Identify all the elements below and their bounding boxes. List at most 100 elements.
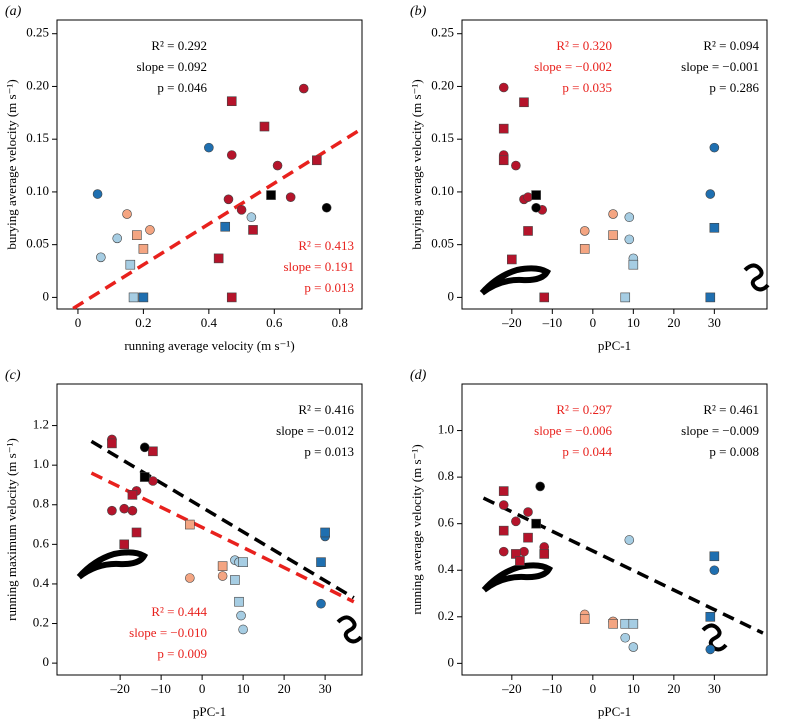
x-tick-label: 0 bbox=[590, 315, 597, 330]
x-axis-label: pPC-1 bbox=[598, 338, 631, 353]
point bbox=[139, 472, 150, 482]
point bbox=[321, 202, 332, 213]
y-tick-label: 0.2 bbox=[33, 615, 49, 630]
x-tick-label: –20 bbox=[501, 315, 522, 330]
point bbox=[705, 292, 716, 303]
point bbox=[511, 160, 521, 171]
plot-frame bbox=[461, 19, 768, 310]
point bbox=[112, 233, 123, 244]
stat-annotation: p = 0.013 bbox=[304, 280, 354, 295]
stat-annotation: R² = 0.297 bbox=[556, 402, 612, 417]
point bbox=[272, 160, 283, 171]
y-tick-label: 0.6 bbox=[438, 515, 455, 530]
point bbox=[127, 505, 138, 516]
y-tick-label: 0 bbox=[43, 288, 50, 303]
point bbox=[119, 503, 130, 514]
point bbox=[92, 189, 103, 199]
stat-annotation: R² = 0.416 bbox=[298, 402, 354, 417]
point bbox=[519, 97, 529, 108]
point bbox=[185, 573, 195, 583]
stat-annotation: R² = 0.444 bbox=[151, 604, 207, 619]
x-tick-label: 0 bbox=[590, 681, 597, 696]
point bbox=[138, 244, 149, 254]
x-tick-label: 20 bbox=[278, 681, 291, 696]
point bbox=[226, 150, 237, 160]
y-axis-label: burying average velocity (m s⁻¹) bbox=[409, 79, 424, 249]
point bbox=[608, 209, 618, 219]
point bbox=[498, 500, 509, 510]
point bbox=[531, 190, 541, 200]
point bbox=[620, 632, 631, 643]
point bbox=[132, 230, 142, 240]
stat-annotation: R² = 0.320 bbox=[556, 38, 612, 53]
point bbox=[316, 557, 326, 567]
x-tick-label: –20 bbox=[109, 681, 130, 696]
y-tick-label: 1.0 bbox=[438, 422, 454, 437]
plot-area bbox=[90, 434, 355, 635]
point bbox=[127, 490, 138, 500]
y-tick-label: 0.4 bbox=[438, 561, 455, 576]
point bbox=[128, 292, 139, 303]
point bbox=[519, 546, 529, 557]
point bbox=[213, 253, 224, 264]
y-axis-label: burying average velocity (m s⁻¹) bbox=[4, 79, 19, 249]
panel-label: (a) bbox=[5, 4, 22, 19]
point bbox=[705, 644, 716, 655]
point bbox=[238, 624, 248, 635]
plot-frame bbox=[56, 383, 363, 676]
y-tick-label: 0 bbox=[448, 654, 455, 669]
point bbox=[148, 446, 158, 457]
point bbox=[579, 226, 590, 236]
x-tick-label: –10 bbox=[542, 681, 563, 696]
stat-annotation: R² = 0.292 bbox=[151, 38, 207, 53]
point bbox=[220, 221, 231, 232]
x-tick-label: 20 bbox=[667, 681, 680, 696]
stat-annotation: p = 0.286 bbox=[709, 80, 759, 95]
point bbox=[204, 142, 214, 153]
panel-label: (b) bbox=[410, 4, 427, 19]
x-tick-label: 10 bbox=[627, 315, 640, 330]
point bbox=[266, 190, 276, 200]
y-tick-label: 0.8 bbox=[33, 496, 49, 511]
point bbox=[511, 516, 521, 527]
point bbox=[119, 539, 130, 550]
point bbox=[523, 192, 533, 202]
x-tick-label: 0.6 bbox=[266, 315, 283, 330]
point bbox=[498, 123, 509, 134]
point bbox=[148, 476, 158, 486]
point bbox=[628, 618, 639, 629]
point bbox=[709, 565, 720, 576]
point bbox=[531, 518, 541, 529]
point bbox=[515, 556, 525, 566]
y-tick-label: 0.10 bbox=[26, 183, 49, 198]
y-tick-label: 0.25 bbox=[431, 25, 454, 40]
point bbox=[628, 642, 639, 652]
y-tick-label: 1.0 bbox=[33, 456, 49, 471]
point bbox=[535, 481, 545, 492]
point bbox=[624, 234, 635, 245]
stat-annotation: R² = 0.413 bbox=[298, 238, 354, 253]
x-axis-label: running average velocity (m s⁻¹) bbox=[124, 338, 294, 353]
x-axis-label: pPC-1 bbox=[193, 704, 226, 719]
point bbox=[523, 507, 533, 517]
x-tick-label: 0 bbox=[199, 681, 206, 696]
stat-annotation: p = 0.035 bbox=[562, 80, 612, 95]
y-tick-label: 0.4 bbox=[33, 575, 50, 590]
point bbox=[217, 571, 228, 581]
point bbox=[125, 259, 136, 270]
point bbox=[539, 549, 550, 559]
y-tick-label: 0.6 bbox=[33, 535, 50, 550]
x-tick-label: 10 bbox=[627, 681, 640, 696]
point bbox=[620, 618, 631, 629]
stat-annotation: R² = 0.094 bbox=[703, 38, 759, 53]
point bbox=[498, 155, 509, 166]
x-tick-label: 10 bbox=[237, 681, 250, 696]
stat-annotation: slope = −0.001 bbox=[681, 59, 759, 74]
point bbox=[298, 83, 309, 94]
point bbox=[236, 205, 247, 215]
y-tick-label: 0.15 bbox=[431, 130, 454, 145]
point bbox=[498, 486, 509, 496]
y-tick-label: 0 bbox=[448, 288, 455, 303]
point bbox=[246, 212, 257, 223]
